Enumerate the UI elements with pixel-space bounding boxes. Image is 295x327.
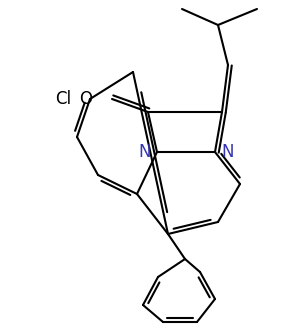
Text: N: N xyxy=(221,143,234,161)
Text: N: N xyxy=(138,143,151,161)
Text: Cl: Cl xyxy=(55,90,71,108)
Text: O: O xyxy=(79,90,92,108)
